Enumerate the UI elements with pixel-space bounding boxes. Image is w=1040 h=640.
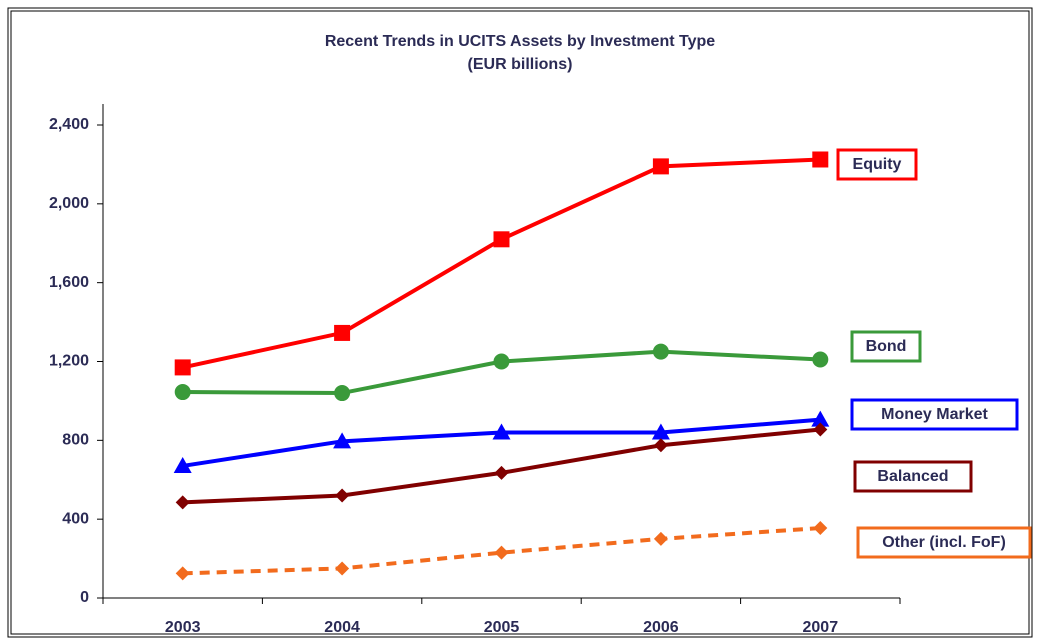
marker	[493, 231, 510, 248]
y-tick-label: 1,200	[49, 353, 89, 370]
x-tick-label: 2004	[324, 619, 360, 636]
marker	[652, 158, 669, 175]
chart-title: Recent Trends in UCITS Assets by Investm…	[325, 33, 715, 50]
marker	[494, 465, 509, 480]
y-tick-label: 800	[62, 432, 89, 449]
series-line	[182, 157, 821, 370]
legend-box	[850, 330, 922, 363]
legend-box	[850, 398, 1019, 431]
y-tick-label: 2,000	[49, 195, 89, 212]
y-tick-label: 1,600	[49, 274, 89, 291]
inner-border	[10, 10, 1030, 635]
marker	[334, 385, 351, 402]
marker	[174, 384, 191, 401]
legend-label: Other (incl. FoF)	[882, 534, 1006, 551]
marker	[494, 545, 509, 560]
marker	[812, 151, 829, 168]
x-tick-label: 2006	[643, 619, 679, 636]
y-tick-label: 0	[80, 589, 89, 606]
marker	[811, 410, 830, 427]
marker	[813, 422, 828, 437]
x-tick-label: 2003	[165, 619, 201, 636]
legend-label: Money Market	[881, 406, 988, 423]
marker	[174, 359, 191, 376]
series-line	[182, 526, 821, 576]
legend-box	[836, 148, 918, 181]
chart-subtitle: (EUR billions)	[468, 56, 573, 73]
marker	[813, 521, 828, 536]
marker	[335, 561, 350, 576]
marker	[812, 351, 829, 368]
marker	[651, 423, 670, 440]
marker	[653, 438, 668, 453]
y-tick-label: 2,400	[49, 116, 89, 133]
y-tick-label: 400	[62, 510, 89, 527]
marker	[335, 488, 350, 503]
legend-label: Balanced	[877, 468, 948, 485]
x-tick-label: 2005	[484, 619, 520, 636]
legend-box	[853, 460, 973, 493]
legend-label: Bond	[866, 338, 907, 355]
marker	[492, 423, 511, 440]
marker	[493, 353, 510, 370]
marker	[175, 566, 190, 581]
legend-label: Equity	[853, 156, 902, 173]
marker	[652, 343, 669, 360]
legend-box	[856, 526, 1032, 559]
marker	[173, 456, 192, 473]
x-tick-label: 2007	[803, 619, 839, 636]
outer-border	[7, 7, 1033, 638]
marker	[653, 531, 668, 546]
marker	[333, 432, 352, 449]
marker	[334, 324, 351, 341]
marker	[175, 495, 190, 510]
